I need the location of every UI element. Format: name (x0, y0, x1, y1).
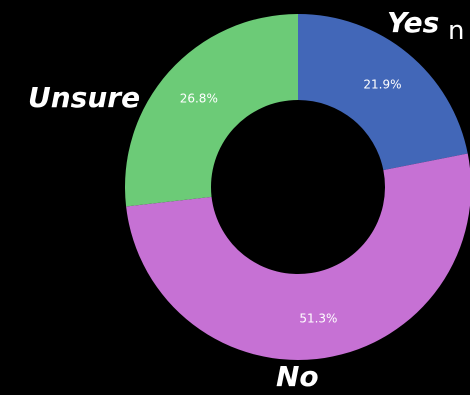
slice-unsure (125, 14, 298, 207)
callout-yes: Yes (387, 6, 440, 39)
callout-unsure: Unsure (28, 81, 141, 114)
data-label: 51.3% (299, 311, 337, 325)
slice-no (126, 153, 470, 360)
callout-no: No (276, 360, 319, 393)
cropped-text-fragment: n (448, 16, 465, 46)
data-label: 26.8% (180, 91, 218, 105)
slice-yes (298, 14, 468, 171)
data-label: 21.9% (363, 77, 401, 91)
